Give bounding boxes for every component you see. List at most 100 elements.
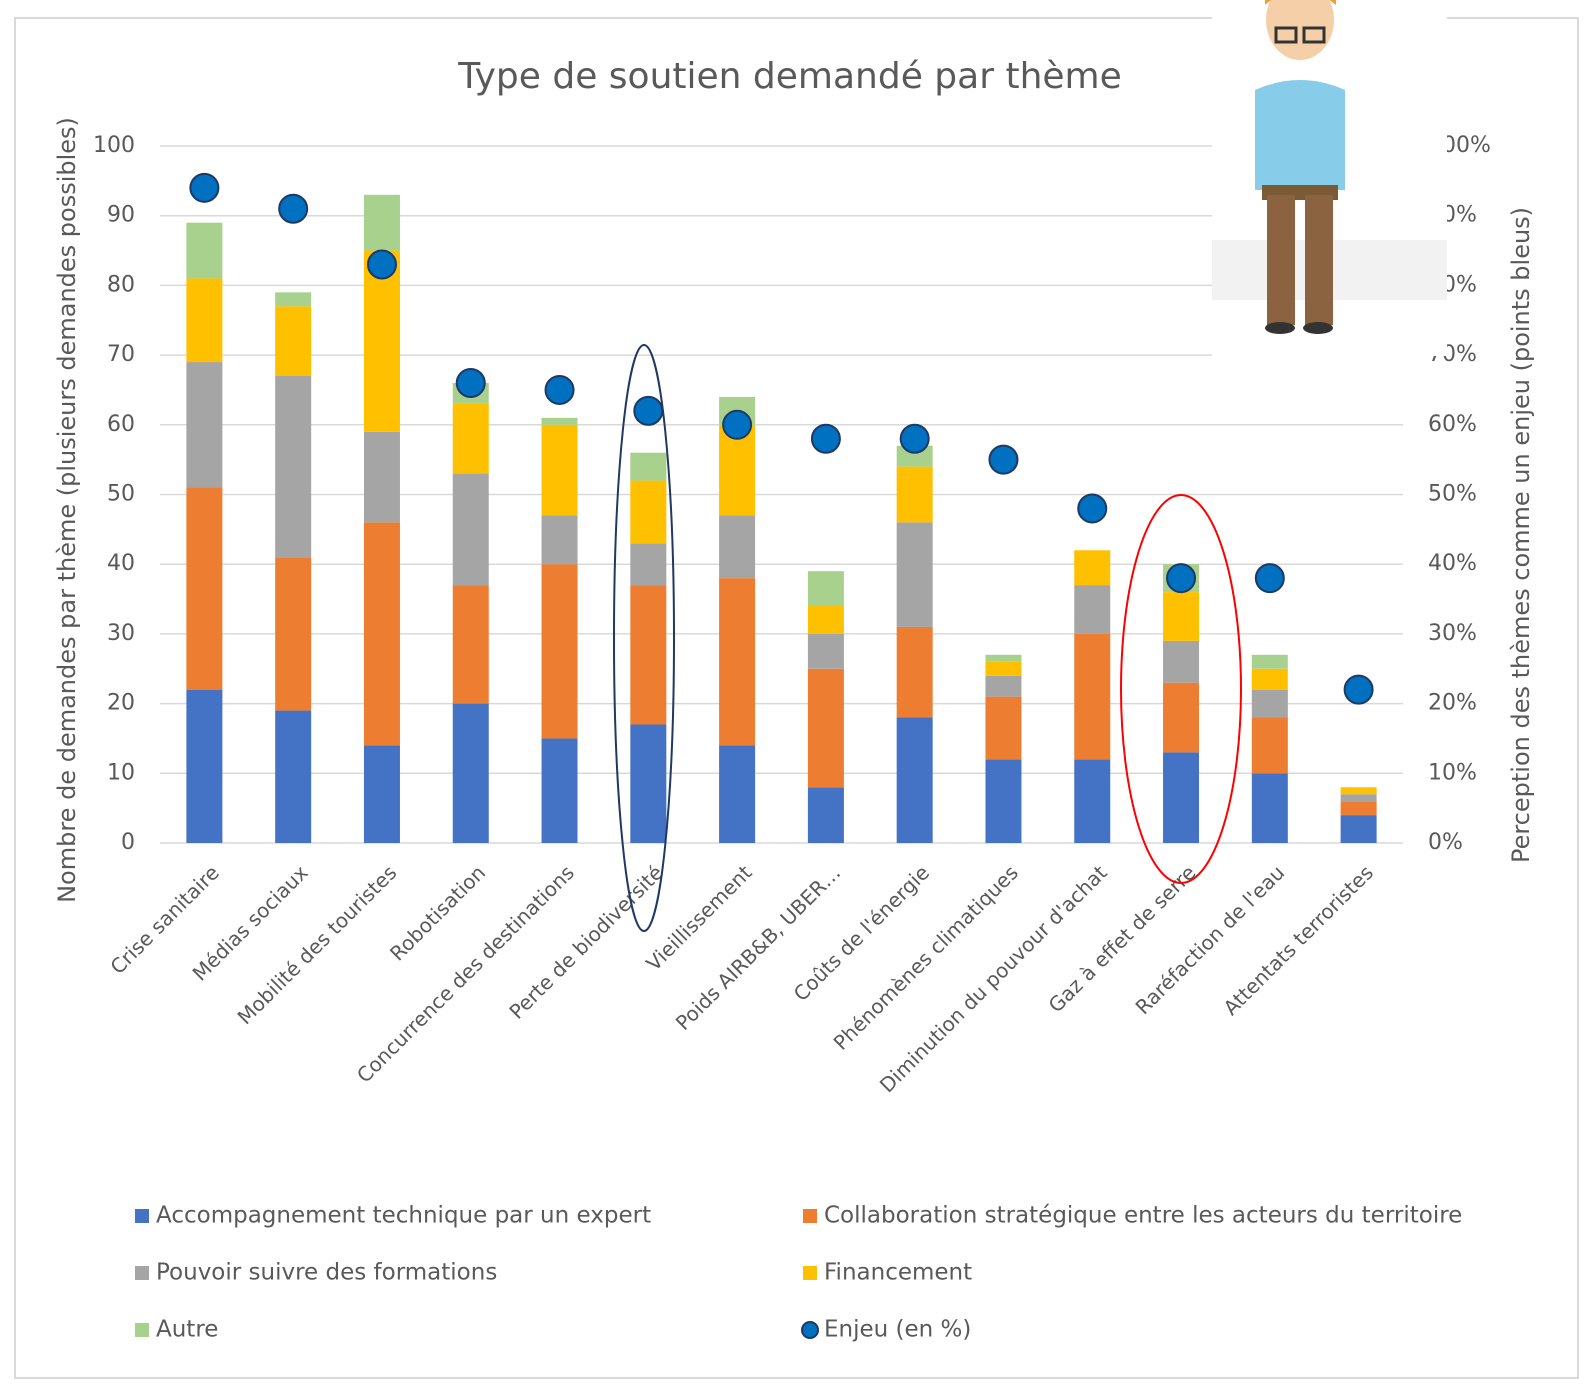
y2-tick-label: 10% — [1428, 760, 1477, 785]
bar-segment — [541, 515, 578, 565]
bar-segment — [275, 376, 312, 558]
y2-tick-label: 0% — [1428, 830, 1463, 855]
bar-segment — [630, 724, 667, 843]
bar-segment — [452, 473, 489, 586]
bar-segment — [985, 759, 1022, 843]
bar-segment — [186, 278, 223, 363]
bar-segment — [985, 661, 1022, 676]
bar-segment — [896, 717, 933, 843]
bar-segment — [985, 675, 1022, 697]
bar-segment — [363, 745, 400, 843]
bar-segment — [630, 480, 667, 544]
y-axis-title: Nombre de demandes par thème (plusieurs … — [53, 117, 81, 903]
legend-label: Financement — [824, 1260, 972, 1286]
legend-marker — [135, 1323, 149, 1337]
bar-segment — [363, 522, 400, 746]
bar-segment — [896, 626, 933, 718]
bar-segment — [1340, 801, 1377, 816]
y-tick-label: 60 — [107, 412, 135, 437]
bar-segment — [1251, 773, 1288, 843]
enjeu-dot — [278, 193, 309, 224]
legend-label: Pouvoir suivre des formations — [156, 1260, 497, 1286]
legend-label: Collaboration stratégique entre les acte… — [824, 1203, 1462, 1229]
enjeu-dot — [544, 374, 575, 405]
y-tick-label: 70 — [107, 342, 135, 367]
bar-segment — [186, 362, 223, 488]
enjeu-dot — [455, 367, 486, 398]
bar-segment — [807, 633, 844, 669]
enjeu-dot — [1077, 493, 1108, 524]
y-tick-label: 30 — [107, 621, 135, 646]
bar-segment — [363, 431, 400, 523]
y-tick-label: 20 — [107, 691, 135, 716]
bar-segment — [1251, 689, 1288, 718]
legend-marker — [801, 1321, 819, 1339]
legend-marker — [803, 1209, 817, 1223]
bar-segment — [807, 668, 844, 788]
bar-segment — [896, 445, 933, 467]
bar-segment — [1251, 668, 1288, 690]
legend-marker — [135, 1266, 149, 1280]
legend-label: Enjeu (en %) — [824, 1317, 971, 1343]
enjeu-dot — [810, 423, 841, 454]
bar-segment — [1251, 654, 1288, 669]
bar-segment — [719, 515, 756, 579]
highlight-ellipse — [1120, 494, 1242, 884]
y2-tick-label: 50% — [1428, 482, 1477, 507]
person-illustration — [1212, 0, 1447, 356]
bar-segment — [630, 452, 667, 481]
bar-segment — [807, 787, 844, 843]
enjeu-dot — [366, 249, 397, 280]
y-tick-label: 50 — [107, 482, 135, 507]
y2-tick-label: 20% — [1428, 691, 1477, 716]
enjeu-dot — [1343, 674, 1374, 705]
bar-segment — [541, 564, 578, 739]
bar-segment — [719, 745, 756, 843]
y-tick-label: 100 — [93, 133, 135, 158]
y2-tick-label: 30% — [1428, 621, 1477, 646]
bar-segment — [186, 689, 223, 843]
bar-segment — [1074, 550, 1111, 586]
legend-marker — [135, 1209, 149, 1223]
bar-segment — [1074, 585, 1111, 634]
bar-segment — [1163, 592, 1200, 641]
bar-segment — [541, 738, 578, 843]
y-tick-label: 10 — [107, 760, 135, 785]
bar-segment — [985, 654, 1022, 662]
bar-segment — [1251, 717, 1288, 774]
bar-segment — [275, 710, 312, 843]
y2-axis-title: Perception des thèmes comme un enjeu (po… — [1507, 207, 1535, 863]
enjeu-dot — [189, 172, 220, 203]
legend-label: Accompagnement technique par un expert — [156, 1203, 651, 1229]
y-tick-label: 90 — [107, 203, 135, 228]
bar-segment — [1163, 682, 1200, 753]
bar-segment — [452, 703, 489, 843]
bar-segment — [896, 466, 933, 523]
bar-segment — [630, 585, 667, 725]
legend-marker — [803, 1266, 817, 1280]
bar-segment — [275, 557, 312, 711]
bar-segment — [1074, 633, 1111, 760]
bar-segment — [807, 606, 844, 634]
bar-segment — [1340, 815, 1377, 843]
y2-tick-label: 60% — [1428, 412, 1477, 437]
bar-segment — [1074, 759, 1111, 843]
chart-title: Type de soutien demandé par thème — [457, 56, 1122, 97]
enjeu-dot — [1166, 563, 1197, 594]
bar-segment — [541, 417, 578, 425]
bar-segment — [363, 250, 400, 432]
bar-segment — [896, 522, 933, 627]
y-tick-label: 80 — [107, 272, 135, 297]
y-tick-label: 40 — [107, 551, 135, 576]
y2-tick-label: 40% — [1428, 551, 1477, 576]
bar-segment — [275, 306, 312, 377]
bar-segment — [186, 222, 223, 279]
bar-segment — [1340, 787, 1377, 795]
bar-segment — [1340, 794, 1377, 802]
bar-segment — [1163, 752, 1200, 843]
bar-segment — [807, 571, 844, 607]
bar-segment — [452, 403, 489, 474]
bar-segment — [186, 487, 223, 690]
y-tick-label: 0 — [121, 830, 135, 855]
